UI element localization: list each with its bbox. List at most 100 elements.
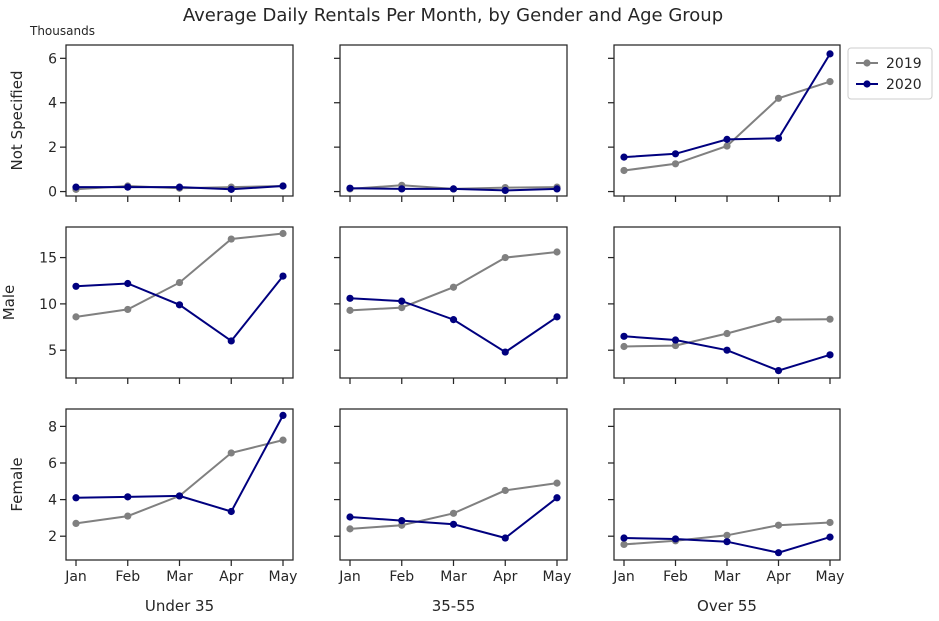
data-point-2020 [774, 134, 783, 142]
data-point-2020 [553, 494, 561, 502]
panels: 0 2 4 6 5 10 15 2 4 6 8 Jan Feb Mar Apr May Jan Feb Mar Apr… [0, 44, 845, 615]
x-tick-label: May [269, 569, 298, 585]
panel-male-under-35: 5 10 15 [39, 226, 294, 384]
data-point-2019 [279, 436, 287, 444]
y-tick-label: 2 [48, 529, 57, 545]
row-label-male: Male [0, 285, 18, 321]
data-point-2020 [346, 294, 354, 302]
data-point-2020 [671, 535, 680, 543]
data-point-2020 [501, 534, 509, 542]
x-tick-label: Mar [714, 569, 741, 585]
data-point-2019 [723, 531, 731, 539]
column-label-under-35: Under 35 [145, 597, 214, 615]
x-tick-label: Jan [338, 569, 361, 585]
data-point-2020 [774, 549, 783, 557]
panel-female-under-35: 2 4 6 8 Jan Feb Mar Apr May [48, 408, 298, 585]
data-point-2020 [449, 520, 458, 528]
data-point-2019 [175, 278, 184, 287]
legend-entry-2020: 2020 [856, 77, 922, 93]
data-point-2020 [449, 316, 458, 324]
x-tick-label: Feb [663, 569, 688, 585]
x-tick-label: Apr [493, 569, 517, 585]
data-point-2019 [279, 229, 287, 238]
data-point-2019 [398, 303, 406, 312]
data-point-2019 [774, 521, 783, 529]
data-point-2020 [826, 50, 834, 58]
legend-marker [863, 59, 871, 67]
data-point-2020 [124, 183, 132, 191]
data-point-2020 [774, 366, 783, 375]
y-tick-label: 6 [48, 456, 57, 472]
data-point-2019 [620, 540, 628, 549]
y-tick-label: 4 [48, 96, 57, 112]
panel-male-35-55 [334, 226, 568, 384]
panel-frame [339, 44, 568, 197]
data-point-2019 [553, 248, 561, 256]
x-tick-label: Jan [612, 569, 635, 585]
legend: 2019 2020 [847, 47, 933, 100]
x-tick-label: May [816, 569, 845, 585]
legend-label: 2019 [886, 56, 922, 72]
data-point-2020 [227, 507, 235, 516]
panel-female-over-55: Jan Feb Mar Apr May [608, 408, 845, 585]
data-point-2019 [227, 449, 235, 457]
data-point-2020 [501, 186, 509, 195]
data-point-2019 [620, 166, 628, 175]
panel-frame [339, 408, 568, 561]
x-tick-label: Mar [440, 569, 467, 585]
panel-female-35-55: Jan Feb Mar Apr May [334, 408, 571, 585]
panel-frame [613, 226, 841, 379]
data-point-2020 [279, 411, 287, 420]
data-point-2020 [826, 533, 834, 541]
column-label-35-55: 35-55 [432, 597, 476, 615]
data-point-2019 [449, 509, 458, 517]
panel-not-specified-over-55 [608, 44, 841, 202]
y-tick-label: 0 [48, 185, 57, 201]
data-point-2020 [227, 185, 235, 193]
y-tick-label: 5 [48, 343, 57, 359]
panel-frame [613, 44, 841, 197]
data-point-2019 [501, 253, 509, 262]
row-label-not-specified: Not Specified [8, 71, 26, 171]
data-point-2019 [72, 519, 80, 527]
data-point-2020 [279, 182, 287, 190]
data-point-2019 [723, 329, 731, 338]
data-point-2019 [826, 78, 834, 86]
panel-frame [65, 44, 294, 197]
data-point-2020 [124, 279, 132, 288]
x-tick-label: Mar [166, 569, 193, 585]
data-point-2019 [346, 525, 354, 533]
data-point-2020 [175, 492, 184, 500]
data-point-2020 [398, 297, 406, 305]
x-tick-label: Feb [389, 569, 414, 585]
data-point-2019 [72, 313, 80, 321]
data-point-2019 [620, 342, 628, 351]
panel-not-specified-under-35: 0 2 4 6 [48, 44, 294, 202]
panel-male-over-55 [608, 226, 841, 384]
data-point-2019 [826, 518, 834, 527]
data-point-2020 [449, 185, 458, 193]
data-point-2019 [449, 283, 458, 291]
y-tick-label: 2 [48, 140, 57, 156]
data-point-2019 [227, 235, 235, 243]
column-label-over-55: Over 55 [697, 597, 757, 615]
data-point-2019 [723, 142, 731, 150]
y-tick-label: 6 [48, 51, 57, 67]
x-tick-label: Apr [219, 569, 243, 585]
data-point-2020 [620, 332, 628, 340]
data-point-2020 [723, 135, 731, 143]
data-point-2020 [553, 313, 561, 321]
data-point-2019 [826, 315, 834, 323]
data-point-2020 [72, 282, 80, 290]
data-point-2020 [671, 150, 680, 158]
data-point-2020 [723, 346, 731, 354]
data-point-2020 [72, 183, 80, 191]
data-point-2019 [774, 94, 783, 102]
row-label-female: Female [8, 457, 26, 511]
data-point-2020 [671, 336, 680, 344]
data-point-2019 [346, 306, 354, 314]
data-point-2020 [175, 301, 184, 309]
x-tick-label: Apr [766, 569, 790, 585]
y-tick-label: 4 [48, 493, 57, 509]
